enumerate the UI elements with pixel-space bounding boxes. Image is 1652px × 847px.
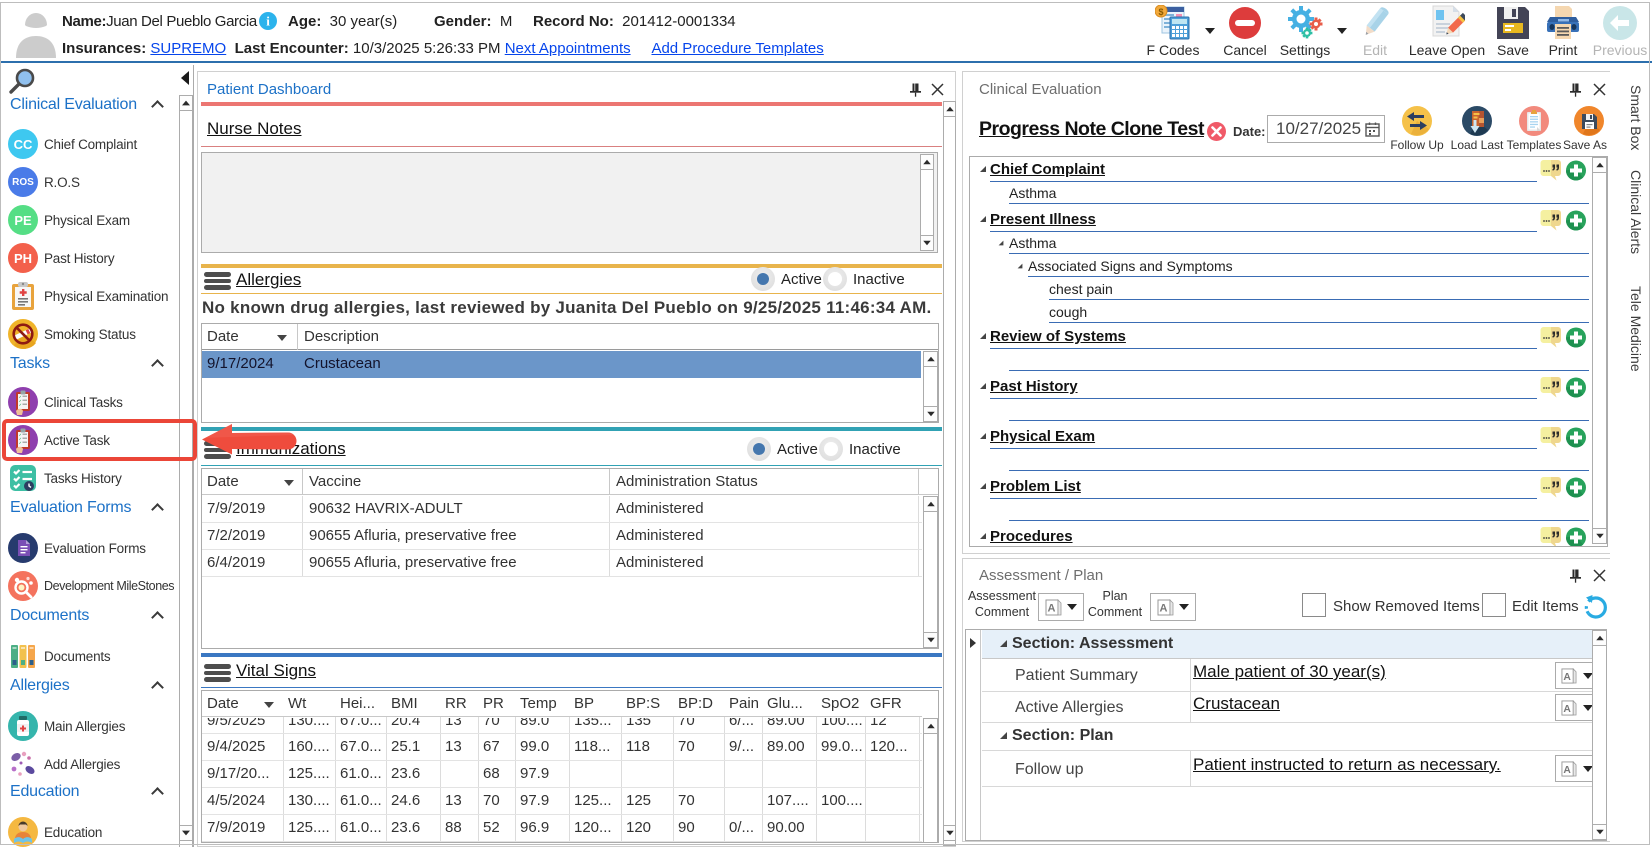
svg-text:✓: ✓ (19, 437, 22, 441)
svg-text:✓: ✓ (19, 433, 22, 437)
svg-text:A: A (1047, 602, 1055, 614)
svg-text:✓: ✓ (19, 395, 22, 399)
svg-text:$: $ (1158, 7, 1163, 17)
svg-text:A: A (1564, 703, 1572, 714)
svg-text:i: i (266, 14, 270, 29)
svg-text:✓: ✓ (19, 403, 22, 407)
svg-text:✓: ✓ (19, 399, 22, 403)
svg-text:A: A (1564, 671, 1572, 682)
svg-text:A: A (1564, 764, 1572, 775)
svg-text:✓: ✓ (19, 441, 22, 445)
svg-text:A: A (1159, 602, 1167, 614)
